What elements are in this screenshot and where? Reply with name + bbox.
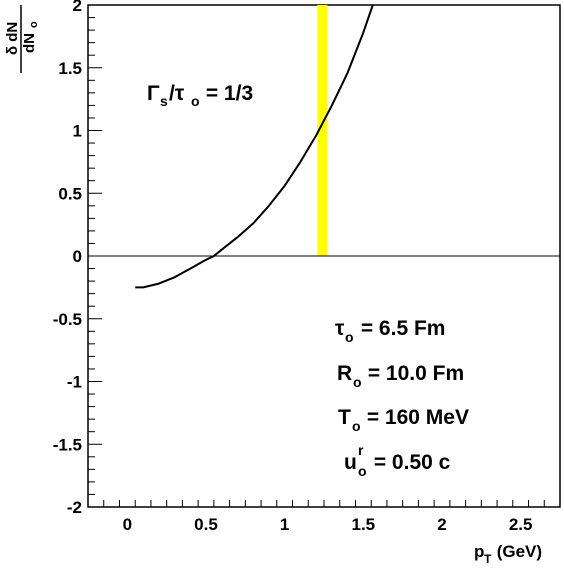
param-radius-sub: o (353, 374, 362, 390)
param-temperature-sub: o (352, 418, 361, 434)
series-layer (135, 4, 374, 289)
param-radius: R o = 10.0 Fm (337, 362, 464, 390)
param-tau: τ o = 6.5 Fm (335, 317, 445, 345)
param-radius-symbol: R (337, 362, 352, 385)
x-label-sub: T (484, 552, 492, 566)
param-radius-value: = 10.0 Fm (362, 362, 464, 385)
param-tau-sub: o (345, 329, 354, 345)
ratio-symbol-a: Γ (147, 82, 160, 105)
param-velocity-sup: r (358, 442, 364, 458)
x-label-main: p (474, 542, 484, 561)
ratio-sub-b: o (191, 93, 200, 109)
ratio-rest: = 1/3 (200, 82, 253, 105)
param-temperature-symbol: T (338, 406, 351, 429)
ratio-mid: /τ (169, 82, 185, 105)
x-tick-label: 2 (437, 515, 446, 534)
y-tick-label: -1.5 (53, 435, 82, 454)
x-label-rest: (GeV) (492, 542, 542, 561)
param-velocity: u r o = 0.50 c (344, 442, 451, 479)
y-label-numerator: δ dN (4, 22, 21, 55)
y-label-denominator: dN (21, 33, 38, 53)
series-line-0 (135, 4, 374, 289)
x-tick-label: 2.5 (509, 515, 533, 534)
y-tick-label: -1 (67, 373, 82, 392)
x-tick-label: 0 (123, 515, 132, 534)
param-temperature-value: = 160 MeV (361, 406, 469, 429)
param-tau-symbol: τ (335, 317, 345, 340)
x-axis-label: p T (GeV) (474, 542, 542, 566)
ratio-sub-a: s (160, 93, 168, 109)
y-tick-label: 1 (73, 122, 82, 141)
y-tick-label: 1.5 (58, 59, 82, 78)
y-axis-label: δ dN dN o (4, 5, 40, 73)
axis-ticks (87, 4, 561, 508)
param-tau-value: = 6.5 Fm (355, 317, 445, 340)
param-temperature: T o = 160 MeV (338, 406, 469, 434)
x-tick-label: 1.5 (352, 515, 376, 534)
tick-labels: 0 0.5 1 1.5 2 2.5 -2 -1.5 -1 -0.5 0 0.5 1 1.5 2 (53, 0, 533, 534)
param-velocity-value: = 0.50 c (368, 451, 451, 474)
y-tick-label: -0.5 (53, 310, 82, 329)
ratio-annotation: Γ s /τ o = 1/3 (147, 82, 253, 109)
y-label-denominator-sub: o (28, 21, 40, 28)
y-tick-label: 0.5 (58, 184, 82, 203)
x-tick-label: 0.5 (194, 515, 218, 534)
parameter-annotations: τ o = 6.5 Fm R o = 10.0 Fm T o = 160 MeV… (335, 317, 469, 479)
y-tick-label: -2 (67, 498, 82, 517)
y-tick-label: 2 (73, 0, 82, 15)
x-tick-label: 1 (280, 515, 289, 534)
param-velocity-symbol: u (344, 451, 357, 474)
param-velocity-sub: o (358, 463, 367, 479)
y-tick-label: 0 (73, 247, 82, 266)
